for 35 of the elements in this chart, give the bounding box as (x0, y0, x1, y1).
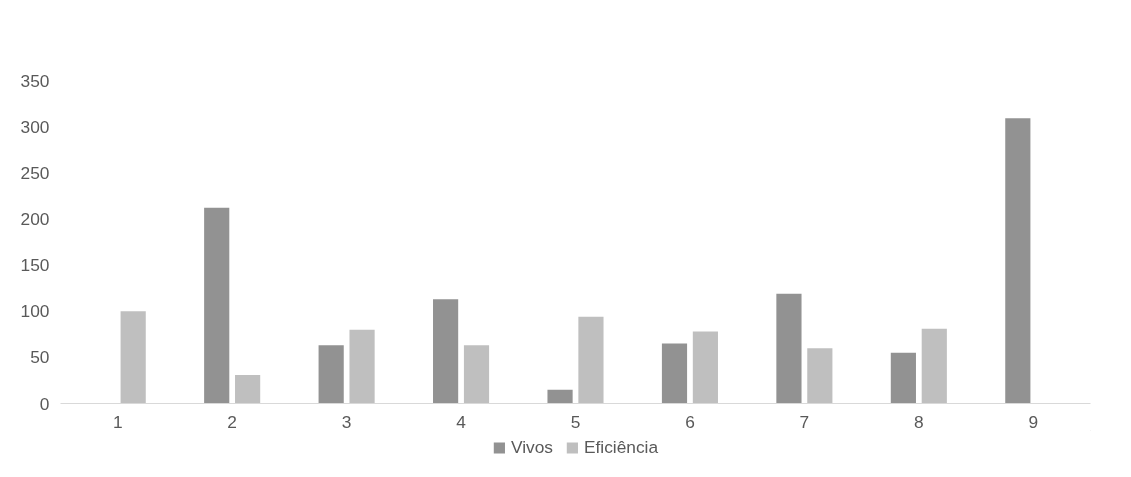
bar (120, 311, 146, 404)
x-tick-label: 2 (227, 411, 237, 432)
y-tick-label: 100 (20, 301, 50, 322)
x-tick-label: 8 (914, 411, 924, 432)
bar (807, 348, 833, 404)
y-tick-label: 200 (20, 208, 50, 229)
bar (921, 328, 947, 404)
y-tick-label: 350 (20, 70, 50, 91)
y-tick-label: 50 (30, 347, 50, 368)
legend-label: Eficiência (583, 436, 659, 458)
bar (235, 374, 261, 404)
x-tick-label: 1 (112, 411, 123, 432)
bar (463, 345, 490, 404)
y-tick-label: 0 (39, 393, 50, 414)
bar (776, 293, 802, 404)
bar (578, 316, 604, 404)
bar (318, 345, 344, 404)
y-tick-label: 300 (20, 116, 50, 137)
x-tick-label: 7 (799, 411, 810, 432)
bar (1005, 118, 1031, 404)
x-tick-label: 3 (341, 411, 352, 432)
bar (692, 331, 718, 404)
bar (433, 299, 459, 404)
bar (547, 389, 573, 404)
bar (661, 343, 688, 404)
bar (349, 329, 375, 404)
x-tick-label: 9 (1028, 411, 1039, 432)
x-tick-label: 6 (685, 411, 695, 432)
bar (204, 207, 230, 404)
x-tick-label: 5 (570, 411, 581, 432)
y-tick-label: 250 (20, 162, 50, 183)
y-tick-label: 150 (20, 255, 50, 276)
x-tick-label: 4 (456, 411, 467, 432)
legend-label: Vivos (510, 436, 553, 458)
bar (890, 352, 916, 404)
